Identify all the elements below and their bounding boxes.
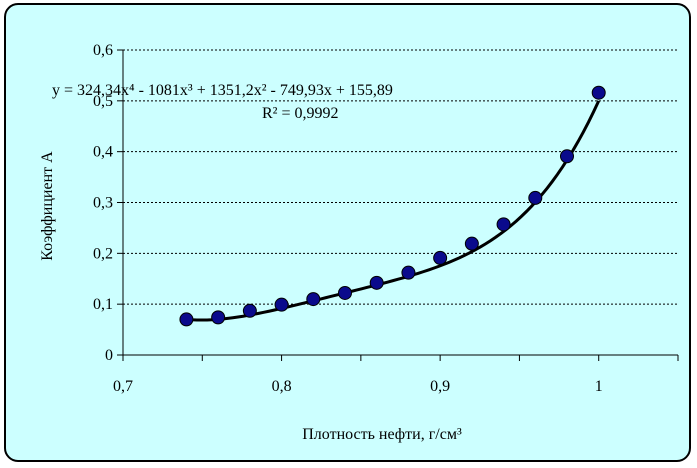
data-point xyxy=(560,149,574,164)
data-point xyxy=(338,285,352,300)
y-tick-label: 0,5 xyxy=(93,93,113,110)
y-tick-label: 0,1 xyxy=(93,296,113,313)
x-tick-label: 1 xyxy=(595,378,603,395)
y-tick-label: 0,3 xyxy=(93,195,113,212)
data-point xyxy=(496,217,511,232)
point-layer xyxy=(179,85,606,327)
data-point xyxy=(179,312,194,327)
axis-layer: 0 0,1 0,2 0,3 0,4 0,5 0,6 0,7 0,8 0,9 1 xyxy=(93,42,679,395)
data-point xyxy=(242,303,257,318)
data-point xyxy=(591,85,606,100)
grid-layer xyxy=(123,49,678,355)
y-tick-label: 0,6 xyxy=(93,42,113,59)
y-axis-title: Коэффициент A xyxy=(39,151,56,261)
data-point xyxy=(433,250,448,265)
y-tick-label: 0,4 xyxy=(93,144,113,161)
trendline-equation: y = 324,34x⁴ - 1081x³ + 1351,2x² - 749,9… xyxy=(52,82,393,99)
data-point xyxy=(464,236,479,251)
trendline-r2: R² = 0,9992 xyxy=(262,105,339,122)
data-point xyxy=(211,310,226,325)
y-tick-label: 0 xyxy=(105,347,113,364)
data-point xyxy=(369,275,384,290)
x-axis-title: Плотность нефти, г/см³ xyxy=(302,426,462,443)
data-point xyxy=(528,190,543,205)
data-point xyxy=(401,265,416,280)
x-tick-label: 0,7 xyxy=(113,378,133,395)
data-point xyxy=(274,297,289,312)
x-tick-label: 0,8 xyxy=(272,378,292,395)
data-point xyxy=(306,292,321,307)
y-tick-label: 0,2 xyxy=(93,245,113,262)
x-tick-label: 0,9 xyxy=(430,378,450,395)
